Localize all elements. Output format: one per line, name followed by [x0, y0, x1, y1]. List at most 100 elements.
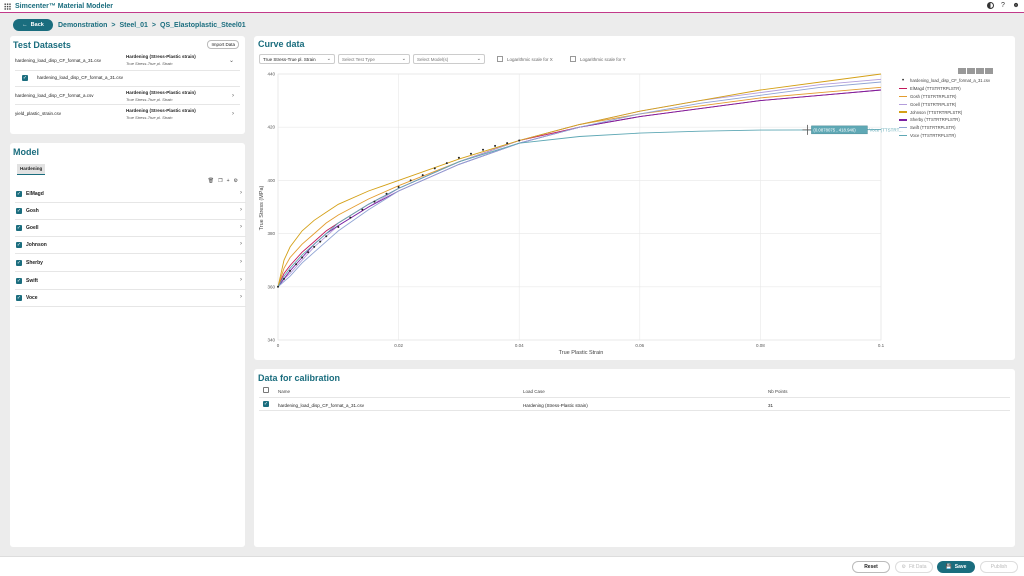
chevron-right-icon[interactable]: › [240, 277, 242, 283]
select-all-checkbox[interactable] [263, 387, 269, 393]
breadcrumb-item-demonstration[interactable]: Demonstration [58, 21, 108, 29]
legend-item[interactable]: ElMagd (TTSTRTRPLSTR) [899, 85, 990, 93]
log-x-option[interactable]: Logarithmic scale for X [497, 56, 553, 62]
model-item-elmagd[interactable]: ✓ ElMagd › [15, 186, 246, 203]
model-name: ElMagd [26, 191, 44, 197]
reset-axes-icon[interactable] [985, 68, 993, 74]
log-x-checkbox[interactable] [497, 56, 503, 62]
log-y-option[interactable]: Logarithmic scale for Y [570, 56, 626, 62]
curve-type-select[interactable]: True Stress-True pl. Strain ⌄ [259, 54, 335, 64]
model-name: Goell [26, 225, 39, 231]
camera-icon[interactable] [958, 68, 966, 74]
add-icon[interactable]: + [226, 178, 230, 184]
copy-icon[interactable]: ❐ [218, 178, 223, 184]
chevron-right-icon[interactable]: › [240, 294, 242, 300]
data-point [313, 245, 316, 248]
model-item-voce[interactable]: ✓ Voce › [15, 290, 246, 307]
model-checkbox[interactable]: ✓ [16, 242, 22, 248]
breadcrumb-item-steel[interactable]: Steel_01 [119, 21, 148, 29]
model-item-gosh[interactable]: ✓ Gosh › [15, 203, 246, 220]
model-checkbox[interactable]: ✓ [16, 208, 22, 214]
models-select[interactable]: Select Model(s) ⌄ [413, 54, 485, 64]
test-type-placeholder: Select Test Type [342, 57, 375, 62]
legend-item[interactable]: Gosh (TTSTRTRPLSTR) [899, 93, 990, 101]
legend-item[interactable]: Johnson (TTSTRTRPLSTR) [899, 108, 990, 116]
legend-item[interactable]: Sherby (TTSTRTRPLSTR) [899, 116, 990, 124]
plot-area [277, 73, 882, 341]
chevron-down-icon[interactable]: ⌄ [228, 58, 234, 64]
legend-label: Goell (TTSTRTRPLSTR) [910, 101, 957, 107]
chevron-right-icon[interactable]: › [240, 259, 242, 265]
dataset-row[interactable]: yield_plastic_strain.csv Hardening (Stre… [15, 107, 240, 123]
x-tick-label: 0.1 [878, 343, 885, 348]
chevron-right-icon[interactable]: › [240, 241, 242, 247]
app-grid-icon[interactable] [4, 2, 11, 10]
chevron-right-icon[interactable]: › [240, 207, 242, 213]
curve-chart[interactable]: 0 0.02 0.04 0.06 0.08 0.1 340 360 380 400 420 440 T… [254, 36, 903, 360]
legend-item[interactable]: Voce (TTSTRTRPLSTR) [899, 132, 990, 140]
test-type-select[interactable]: Select Test Type ⌄ [338, 54, 410, 64]
model-item-goell[interactable]: ✓ Goell › [15, 220, 246, 237]
gear-icon[interactable]: ⚙ [233, 178, 238, 184]
table-row[interactable] [259, 397, 1010, 411]
model-checkbox[interactable]: ✓ [16, 278, 22, 284]
data-point [289, 269, 292, 272]
chart-ticks: 0 0.02 0.04 0.06 0.08 0.1 340 360 380 400 420 440 [267, 72, 884, 349]
save-button[interactable]: 💾 Save [937, 561, 975, 573]
legend-swatch [899, 119, 907, 121]
chevron-right-icon[interactable]: › [232, 93, 234, 99]
log-y-checkbox[interactable] [570, 56, 576, 62]
legend-item[interactable]: • hardening_load_disp_CF_format_a_31.csv [899, 77, 990, 85]
model-name: Gosh [26, 208, 39, 214]
zoom-icon[interactable] [967, 68, 975, 74]
dataset-row[interactable]: hardening_load_disp_CF_format_a_31.csv H… [15, 53, 240, 71]
model-checkbox[interactable]: ✓ [16, 225, 22, 231]
model-item-swift[interactable]: ✓ Swift › [15, 273, 246, 290]
app-title: Simcenter™ Material Modeler [15, 2, 114, 10]
user-icon[interactable]: ☻ [1012, 2, 1020, 9]
breadcrumb: Demonstration > Steel_01 > QS_Elastoplas… [58, 22, 246, 29]
delete-icon[interactable]: 🗑 [207, 178, 215, 184]
breadcrumb-bar: ← Back Demonstration > Steel_01 > QS_Ela… [0, 15, 1024, 35]
model-name: Swift [26, 278, 38, 284]
chart-legend: • hardening_load_disp_CF_format_a_31.csv E… [899, 77, 990, 139]
chevron-right-icon[interactable]: › [240, 190, 242, 196]
save-icon: 💾 [945, 564, 952, 570]
dataset-curve-type: True Stress-True pl. Strain [126, 97, 173, 102]
data-point [349, 216, 352, 219]
help-icon[interactable]: ? [1001, 2, 1005, 9]
model-checkbox[interactable]: ✓ [16, 191, 22, 197]
import-data-button[interactable]: Import Data [207, 40, 239, 49]
data-point [277, 285, 279, 288]
pan-icon[interactable] [976, 68, 984, 74]
series-line [277, 86, 882, 287]
x-tick-label: 0.08 [756, 343, 765, 348]
data-point [433, 167, 436, 170]
reset-button[interactable]: Reset [852, 561, 890, 573]
tooltip-box [811, 125, 868, 135]
plot-toolbar [958, 68, 993, 74]
back-button[interactable]: ← Back [13, 19, 53, 31]
breadcrumb-separator: > [111, 21, 116, 29]
dataset-subrow[interactable]: ✓ hardening_load_disp_CF_format_a_31.csv [15, 71, 240, 87]
dataset-row[interactable]: hardening_load_disp_CF_format_a.csv Hard… [15, 89, 240, 105]
row-checkbox[interactable]: ✓ [263, 401, 269, 407]
data-point [409, 179, 412, 182]
publish-button[interactable]: Publish [980, 561, 1018, 573]
dataset-checkbox[interactable]: ✓ [22, 75, 28, 81]
dataset-curve-type: True Stress-True pl. Strain [126, 61, 173, 66]
model-item-johnson[interactable]: ✓ Johnson › [15, 237, 246, 254]
model-checkbox[interactable]: ✓ [16, 295, 22, 301]
legend-item[interactable]: Swift (TTSTRTRPLSTR) [899, 124, 990, 132]
theme-toggle-icon[interactable] [987, 2, 994, 9]
dataset-name: hardening_load_disp_CF_format_a_31.csv [37, 75, 124, 80]
tab-hardening[interactable]: Hardening [17, 164, 46, 175]
chevron-right-icon[interactable]: › [240, 224, 242, 230]
fit-data-button[interactable]: ⚙ Fit Data [895, 561, 933, 573]
model-panel: Model Hardening 🗑 ❐ + ⚙ ✓ ElMagd › ✓ Gos… [10, 143, 246, 547]
chevron-right-icon[interactable]: › [232, 111, 234, 117]
model-item-sherby[interactable]: ✓ Sherby › [15, 255, 246, 272]
x-axis-label: True Plastic Strain [559, 350, 604, 356]
model-checkbox[interactable]: ✓ [16, 260, 22, 266]
legend-item[interactable]: Goell (TTSTRTRPLSTR) [899, 100, 990, 108]
